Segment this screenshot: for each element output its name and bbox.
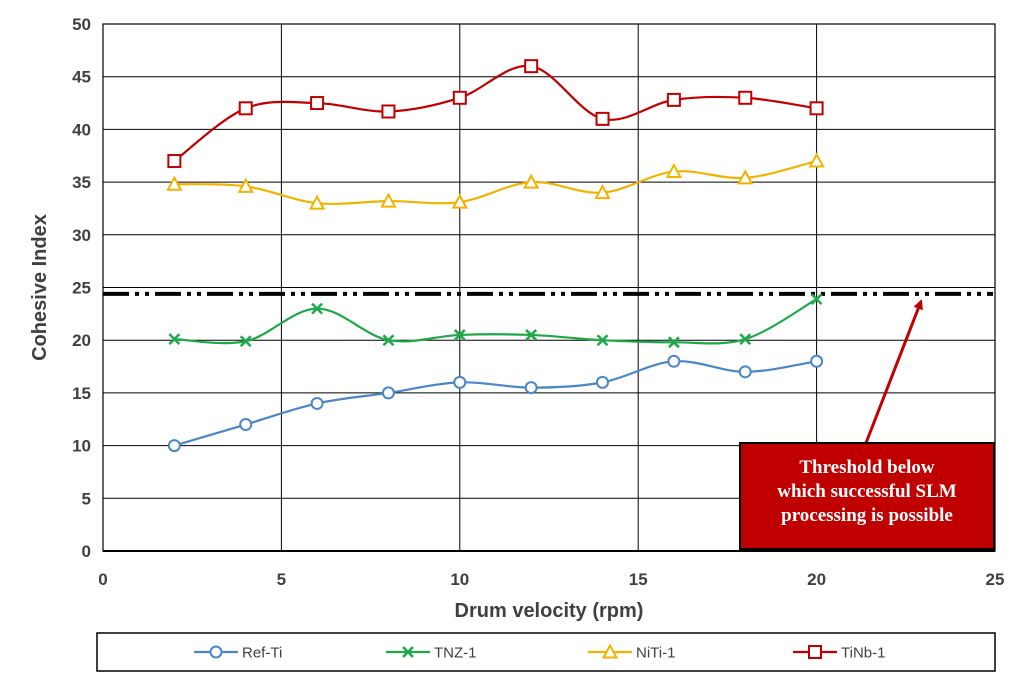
data-point-niti-1 [451, 193, 468, 209]
x-tick-label: 15 [629, 570, 648, 589]
series-line-tinb-1 [173, 64, 817, 162]
data-point-tinb-1 [738, 90, 753, 105]
data-point-tinb-1 [167, 154, 182, 169]
y-tick-label: 35 [72, 173, 91, 192]
data-point-ref-ti [310, 396, 324, 410]
data-point-tnz-1 [667, 336, 680, 349]
data-point-niti-1 [522, 173, 540, 189]
y-tick-label: 0 [82, 542, 91, 561]
data-point-tnz-1 [168, 333, 181, 346]
data-point-ref-ti [810, 354, 824, 368]
data-point-ref-ti [239, 418, 253, 432]
data-point-niti-1 [380, 192, 397, 208]
data-point-tnz-1 [525, 329, 538, 341]
data-point-ref-ti [596, 375, 610, 389]
y-tick-label: 15 [72, 384, 91, 403]
x-tick-label: 20 [807, 570, 826, 589]
data-point-ref-ti [453, 375, 467, 389]
series-line-niti-1 [174, 159, 817, 206]
series-line-tnz-1 [174, 298, 818, 345]
y-tick-label: 50 [72, 15, 91, 34]
data-point-niti-1 [808, 152, 825, 168]
data-point-tnz-1 [810, 293, 823, 305]
y-tick-label: 20 [72, 331, 91, 350]
legend-label-tinb-1: TiNb-1 [841, 645, 885, 662]
data-point-tnz-1 [239, 335, 252, 348]
data-point-tnz-1 [382, 334, 395, 347]
legend-marker-tnz-1 [402, 646, 414, 658]
legend-label-tnz-1: TNZ-1 [434, 645, 477, 662]
data-point-niti-1 [594, 184, 611, 200]
data-point-tinb-1 [809, 101, 824, 116]
legend-box [96, 632, 996, 672]
data-point-ref-ti [738, 365, 752, 379]
data-point-tnz-1 [739, 333, 752, 346]
legend-label-ref-ti: Ref-Ti [242, 645, 282, 662]
y-tick-label: 40 [72, 120, 91, 139]
data-point-ref-ti [524, 381, 538, 395]
data-point-tnz-1 [311, 302, 323, 315]
data-point-niti-1 [737, 169, 754, 185]
annotation-text-line: processing is possible [781, 505, 953, 526]
data-point-tinb-1 [238, 101, 253, 116]
data-point-tnz-1 [453, 329, 466, 341]
legend-marker-ref-ti [209, 645, 223, 659]
y-tick-label: 5 [82, 489, 91, 508]
annotation-arrow [864, 299, 923, 444]
legend-marker-tinb-1 [808, 645, 822, 659]
x-tick-label: 10 [450, 570, 469, 589]
annotation-box [739, 442, 995, 550]
series-line-ref-ti [174, 360, 817, 447]
data-point-tinb-1 [381, 104, 396, 119]
data-point-tinb-1 [524, 59, 539, 74]
data-point-tinb-1 [310, 96, 325, 111]
data-point-tinb-1 [666, 92, 681, 107]
y-tick-label: 45 [72, 68, 91, 87]
x-axis-title: Drum velocity (rpm) [455, 600, 644, 622]
data-point-niti-1 [665, 162, 683, 179]
y-axis-title: Cohesive Index [29, 214, 51, 361]
data-point-ref-ti [167, 439, 181, 453]
y-tick-label: 25 [72, 279, 91, 298]
x-tick-label: 25 [986, 570, 1005, 589]
legend-marker-niti-1 [601, 643, 619, 659]
x-tick-label: 0 [98, 570, 107, 589]
data-point-ref-ti [667, 354, 681, 368]
data-point-niti-1 [166, 175, 183, 191]
data-point-tinb-1 [595, 111, 610, 126]
data-point-niti-1 [308, 194, 326, 210]
legend-label-niti-1: NiTi-1 [636, 645, 675, 662]
y-tick-label: 10 [72, 437, 91, 456]
annotation-text-line: Threshold below [799, 457, 935, 478]
y-tick-label: 30 [72, 226, 91, 245]
data-point-niti-1 [237, 177, 254, 193]
x-tick-label: 5 [277, 570, 286, 589]
data-point-ref-ti [381, 386, 395, 400]
data-point-tinb-1 [452, 90, 467, 105]
annotation-text-line: which successful SLM [777, 481, 957, 502]
data-point-tnz-1 [596, 334, 609, 347]
